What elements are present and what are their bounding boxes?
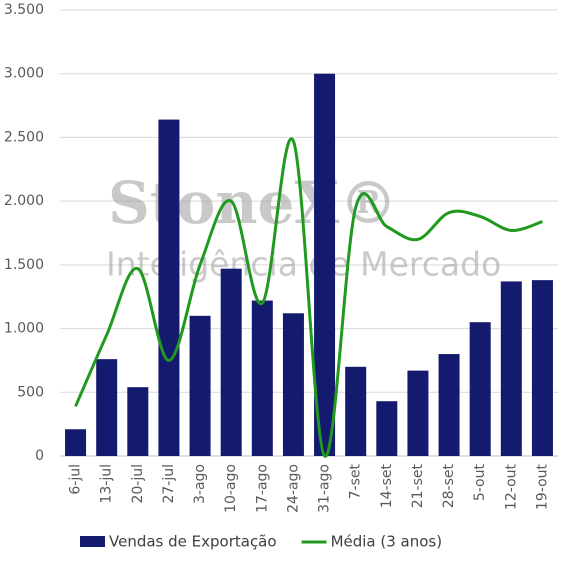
- legend-swatch: [80, 536, 105, 547]
- x-tick-label: 7-set: [348, 463, 364, 499]
- x-tick-label: 17-ago: [254, 464, 270, 513]
- y-tick-label: 2.000: [4, 193, 44, 209]
- x-tick-label: 5-out: [472, 463, 488, 501]
- bar: [251, 300, 273, 456]
- y-tick-label: 500: [17, 384, 44, 400]
- line: [74, 137, 543, 458]
- x-tick-label: 20-jul: [130, 464, 146, 504]
- bar: [531, 280, 553, 456]
- y-tick-label: 1.500: [4, 257, 44, 273]
- x-tick-label: 3-ago: [192, 464, 208, 504]
- x-tick-label: 31-ago: [317, 464, 333, 513]
- bar: [96, 359, 118, 456]
- bar: [189, 315, 211, 456]
- legend-label: Vendas de Exportação: [109, 533, 277, 551]
- y-tick-label: 2.500: [4, 129, 44, 145]
- bar: [345, 366, 367, 456]
- x-tick-label: 10-ago: [223, 464, 239, 513]
- bar: [282, 313, 304, 456]
- y-tick-label: 3.500: [4, 2, 44, 18]
- bar: [469, 322, 491, 456]
- x-tick-label: 28-set: [441, 463, 457, 508]
- x-tick-label: 24-ago: [285, 464, 301, 513]
- x-tick-label: 6-jul: [68, 464, 84, 495]
- bar: [65, 429, 87, 456]
- bar: [220, 268, 242, 456]
- y-tick-label: 3.000: [4, 66, 44, 82]
- y-tick-label: 1.000: [4, 321, 44, 337]
- legend-label: Média (3 anos): [331, 533, 443, 551]
- bar: [500, 281, 522, 456]
- x-tick-label: 27-jul: [161, 464, 177, 504]
- x-tick-label: 19-out: [534, 463, 550, 510]
- x-tick-label: 21-set: [410, 463, 426, 508]
- y-tick-label: 0: [35, 448, 44, 464]
- watermark-brand: StoneX®: [108, 169, 397, 237]
- bar: [438, 354, 460, 456]
- x-tick-label: 13-jul: [99, 464, 115, 504]
- bar: [407, 370, 429, 456]
- bar: [376, 401, 398, 456]
- bar: [127, 387, 149, 456]
- x-tick-label: 14-set: [379, 463, 395, 508]
- bar: [314, 73, 336, 456]
- bar: [158, 119, 180, 457]
- x-tick-label: 12-out: [503, 463, 519, 510]
